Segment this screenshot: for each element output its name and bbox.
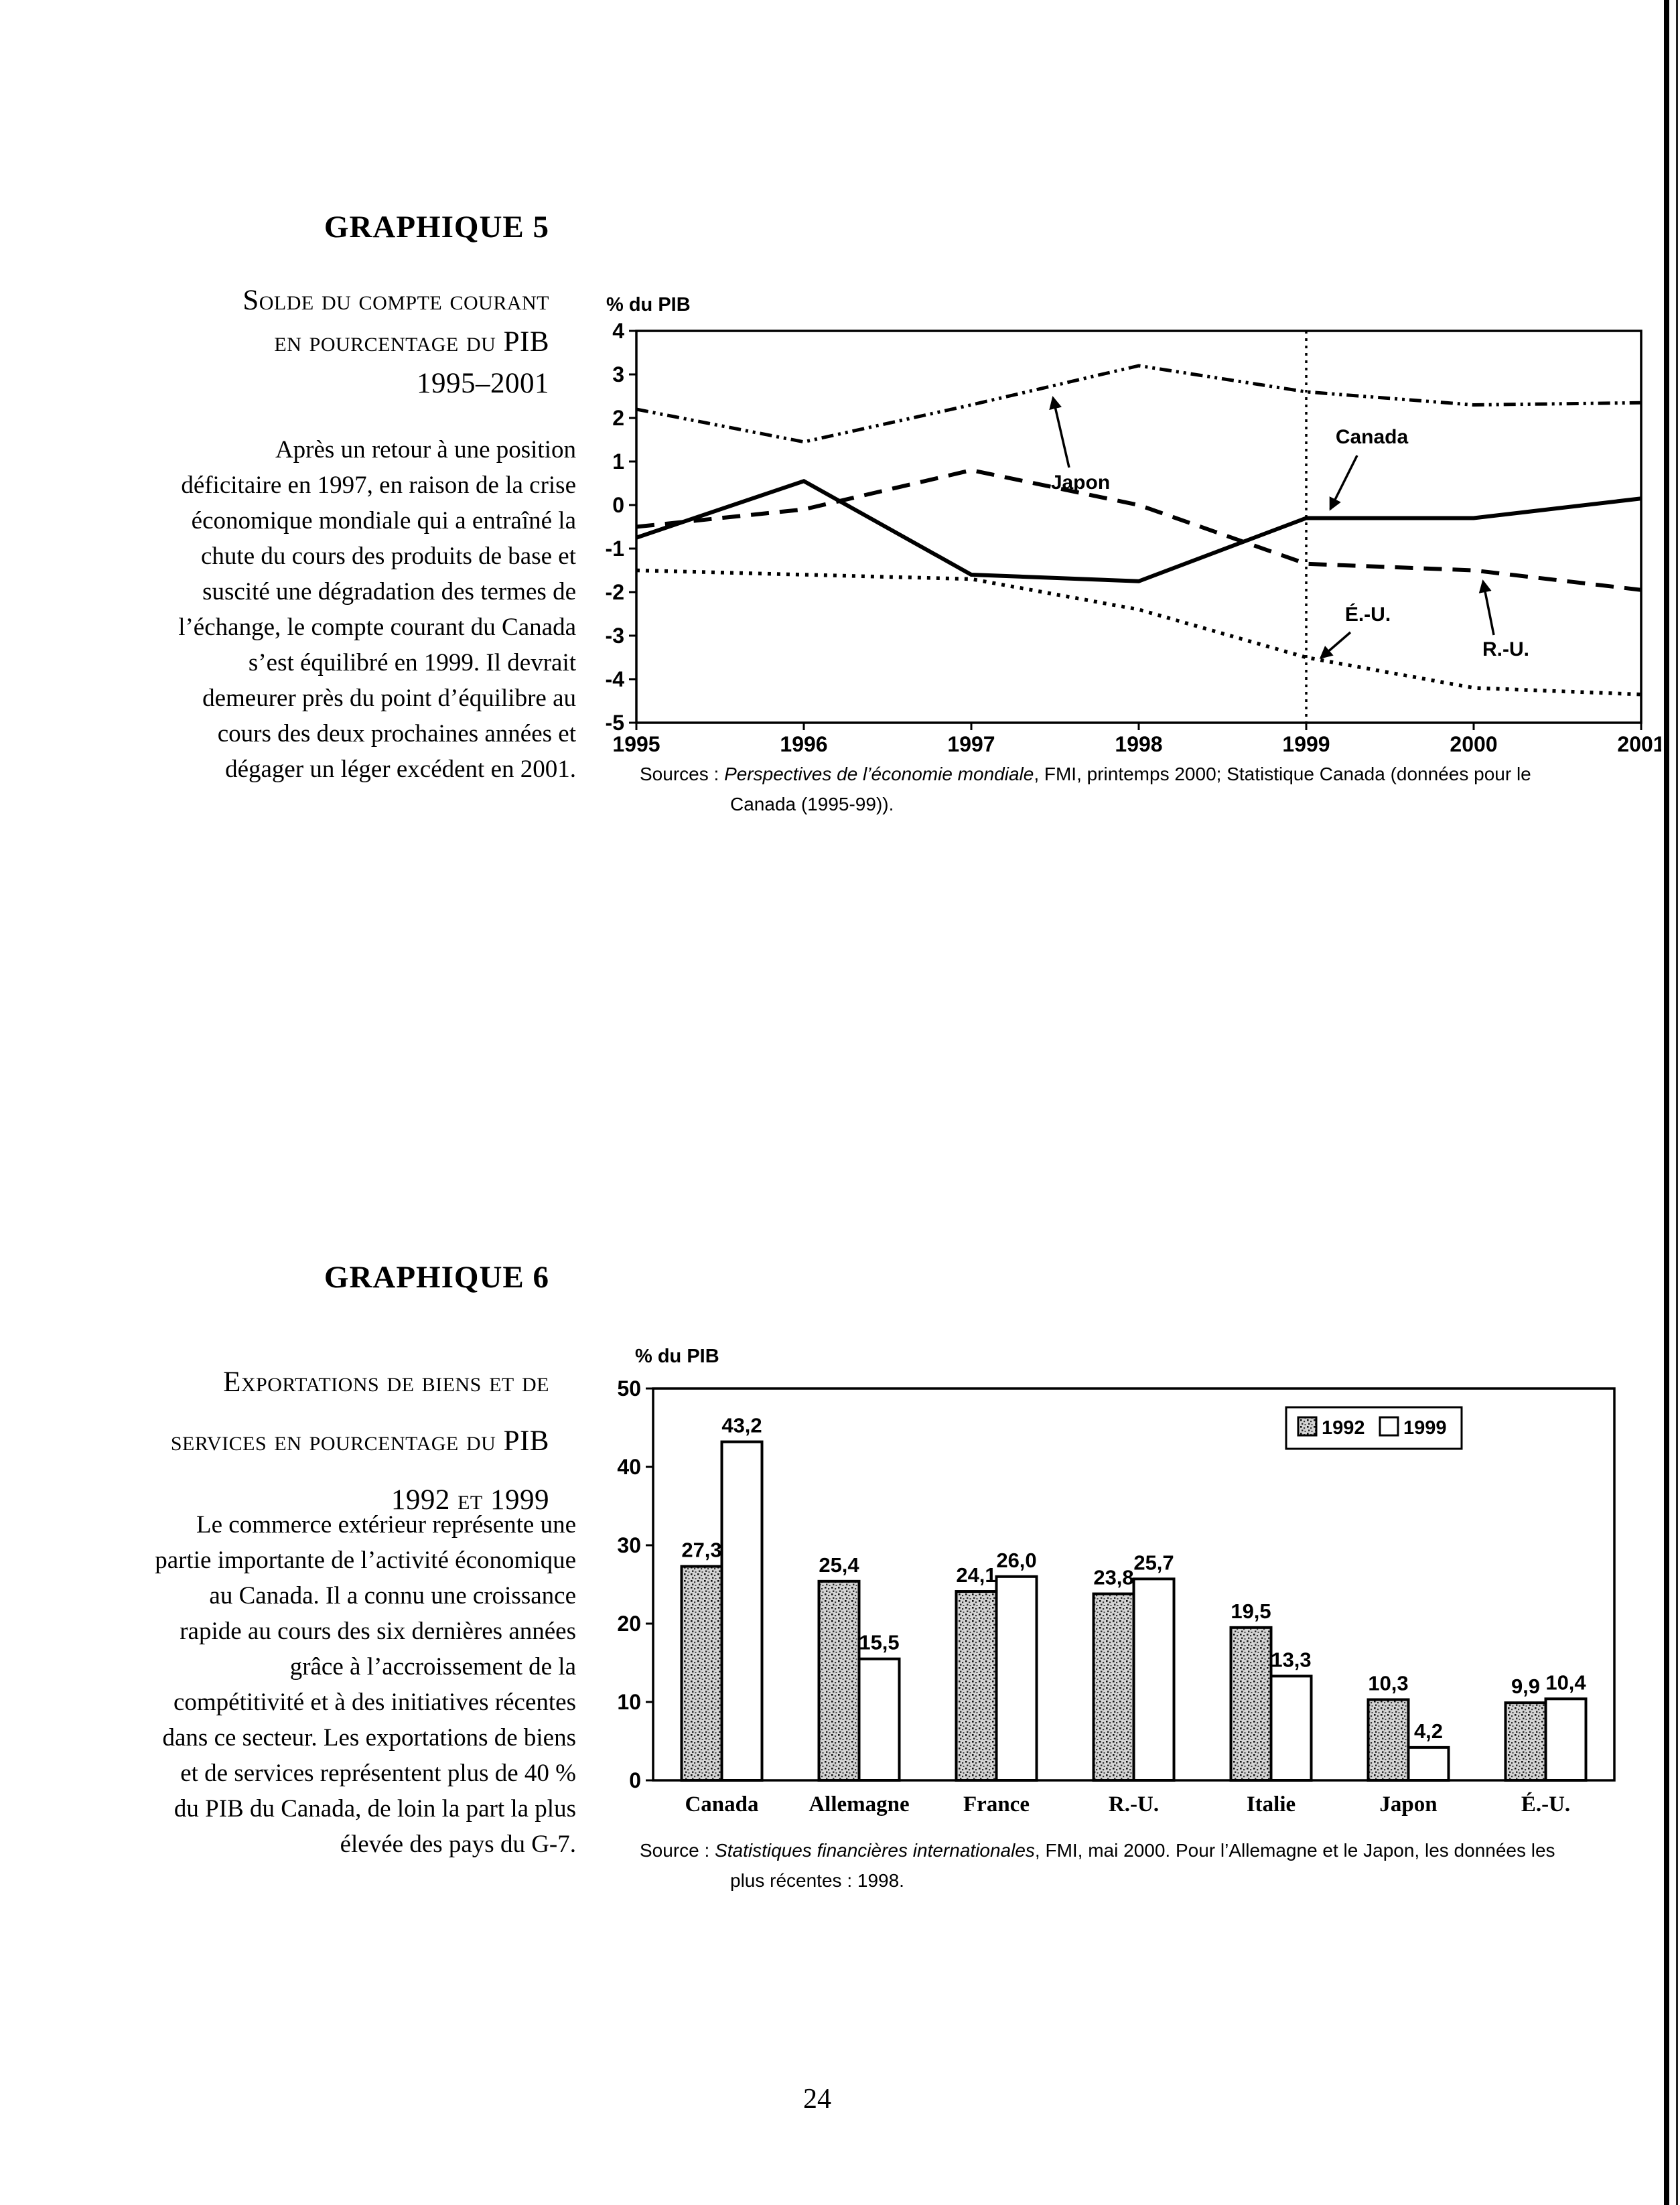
svg-text:25,4: 25,4 (819, 1553, 859, 1577)
bar-1999-Italie (1269, 1675, 1313, 1782)
japon-line-label: Japon (1051, 472, 1110, 494)
svg-text:19,5: 19,5 (1231, 1599, 1271, 1623)
svg-text:1: 1 (612, 449, 624, 474)
svg-text:43,2: 43,2 (721, 1414, 762, 1437)
svg-text:50: 50 (617, 1376, 641, 1401)
bar-1992-Canada (680, 1565, 723, 1782)
canada-arrow (1329, 455, 1358, 511)
svg-text:15,5: 15,5 (859, 1631, 899, 1654)
svg-text:10,3: 10,3 (1368, 1671, 1408, 1695)
bar-1999-Japon (1407, 1746, 1450, 1782)
page-edge-rule-thin (1676, 0, 1678, 2205)
svg-text:3: 3 (612, 362, 624, 386)
svg-text:0: 0 (612, 493, 624, 517)
graphique5-subtitle: Solde du compte courant en pourcentage du… (242, 285, 549, 399)
svg-text:1998: 1998 (1115, 732, 1162, 756)
svg-text:2: 2 (612, 406, 624, 430)
series-line-Japon (636, 364, 1642, 444)
etats-unis-line-label: É.-U. (1345, 603, 1391, 626)
legend-label-1992: 1992 (1322, 1417, 1365, 1439)
chart2-ylabel: % du PIB (635, 1346, 719, 1367)
svg-text:0: 0 (629, 1768, 641, 1792)
bar-1999-Allemagne (857, 1657, 901, 1782)
legend-label-1999: 1999 (1403, 1417, 1447, 1439)
svg-text:23,8: 23,8 (1093, 1566, 1133, 1589)
bar-1992-France (955, 1590, 998, 1782)
chart2-bars (680, 1440, 1588, 1782)
svg-text:-1: -1 (606, 537, 624, 561)
graphique6-subtitle: Exportations de biens et de services en p… (170, 1366, 549, 1516)
chart2-legend: 1992 1999 (1285, 1406, 1463, 1450)
legend-swatch-1992 (1297, 1416, 1318, 1437)
svg-text:-4: -4 (606, 667, 625, 691)
svg-text:Canada: Canada (685, 1792, 758, 1817)
svg-text:Italie: Italie (1247, 1792, 1296, 1817)
svg-text:24,1: 24,1 (956, 1563, 996, 1587)
svg-text:25,7: 25,7 (1133, 1551, 1174, 1574)
svg-text:R.-U.: R.-U. (1109, 1792, 1159, 1817)
graphique6-title: GRAPHIQUE 6 (324, 1260, 549, 1295)
exports-bar-chart: % du PIB 0 10 20 30 40 50 27,3 43,2 25,4 15,5 24,… (617, 1346, 1616, 1817)
svg-text:Allemagne: Allemagne (809, 1792, 909, 1817)
bar-1992-Allemagne (817, 1579, 861, 1782)
svg-text:2001: 2001 (1617, 732, 1661, 756)
svg-text:20: 20 (617, 1612, 641, 1636)
svg-text:40: 40 (617, 1455, 641, 1479)
svg-text:Japon: Japon (1379, 1792, 1437, 1817)
chart1-plot-frame (635, 330, 1642, 724)
bar-1992-É.-U. (1504, 1701, 1547, 1782)
svg-text:30: 30 (617, 1533, 641, 1557)
chart1-series-lines (636, 331, 1642, 723)
svg-text:4,2: 4,2 (1414, 1719, 1443, 1743)
chart2-value-labels: 27,3 43,2 25,4 15,5 24,126,0 23,825,7 19,5 13,3… (681, 1414, 1586, 1743)
royaume-uni-line-label: R.-U. (1482, 638, 1529, 660)
chart2-source: Source : Statistiques financières intern… (640, 1840, 1555, 1891)
legend-swatch-1999 (1379, 1416, 1399, 1437)
svg-text:1999: 1999 (1282, 732, 1330, 756)
chart2-axes: 0 10 20 30 40 50 (617, 1376, 653, 1792)
bar-1992-Japon (1367, 1698, 1410, 1782)
chart1-sources: Sources : Perspectives de l’économie mon… (640, 764, 1531, 814)
svg-text:10: 10 (617, 1690, 641, 1714)
royaume-uni-arrow (1478, 579, 1495, 636)
canada-line-label: Canada (1336, 426, 1409, 448)
series-line-É.-U. (636, 568, 1642, 697)
chart1-ylabel: % du PIB (606, 294, 691, 315)
svg-text:-3: -3 (606, 624, 624, 648)
svg-text:1995: 1995 (612, 732, 660, 756)
graphique6-paragraph: Le commerce extérieur représente une part… (155, 1511, 576, 1858)
svg-text:26,0: 26,0 (996, 1549, 1036, 1572)
svg-text:10,4: 10,4 (1545, 1670, 1586, 1694)
japon-arrow (1049, 396, 1070, 468)
series-line-Canada (636, 478, 1642, 583)
bar-1992-Italie (1229, 1626, 1273, 1782)
svg-text:-2: -2 (606, 580, 624, 604)
svg-text:2000: 2000 (1450, 732, 1497, 756)
bar-1992-R.-U. (1092, 1592, 1135, 1782)
chart2-category-labels: Canada Allemagne France R.-U. Italie Japon É.-… (685, 1792, 1570, 1817)
etats-unis-arrow (1319, 631, 1352, 659)
bar-1999-France (995, 1575, 1038, 1782)
svg-text:É.-U.: É.-U. (1521, 1792, 1570, 1817)
svg-text:27,3: 27,3 (681, 1539, 721, 1562)
svg-text:-5: -5 (606, 711, 624, 735)
bar-1999-R.-U. (1132, 1577, 1176, 1782)
graphique5-paragraph: Après un retour à une position déficitair… (178, 436, 576, 783)
page-edge-rule-thick (1664, 0, 1669, 2205)
svg-text:13,3: 13,3 (1271, 1648, 1311, 1671)
bar-1999-É.-U. (1544, 1697, 1588, 1782)
svg-text:1996: 1996 (780, 732, 827, 756)
svg-text:4: 4 (612, 319, 624, 343)
page-number: 24 (803, 2084, 831, 2115)
graphique5-title: GRAPHIQUE 5 (324, 210, 549, 244)
svg-text:1997: 1997 (947, 732, 995, 756)
bar-1999-Canada (720, 1440, 764, 1782)
svg-text:9,9: 9,9 (1511, 1675, 1540, 1698)
svg-text:France: France (963, 1792, 1030, 1817)
